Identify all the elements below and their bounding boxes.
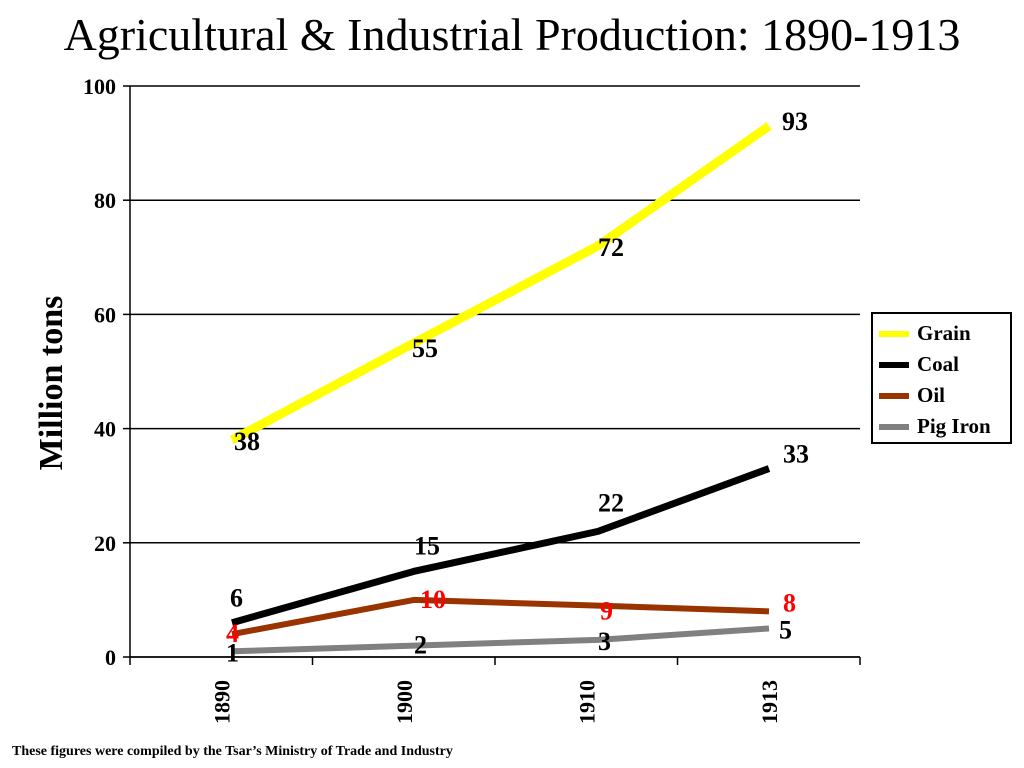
legend-item: Oil — [879, 380, 1004, 411]
data-label-pig-iron: 3 — [598, 627, 611, 656]
series-line-grain — [229, 122, 772, 444]
y-tick-label: 0 — [105, 645, 116, 670]
data-label-coal: 15 — [414, 531, 440, 560]
series-line-pig-iron — [231, 625, 770, 655]
x-tick-label: 1910 — [574, 680, 599, 724]
data-label-oil: 4 — [226, 619, 239, 648]
x-tick-label: 1900 — [392, 680, 417, 724]
data-label-grain: 38 — [234, 427, 260, 456]
y-axis-label: Million tons — [33, 296, 70, 471]
data-label-coal: 22 — [598, 488, 624, 517]
footnote: These figures were compiled by the Tsar’… — [12, 744, 453, 759]
data-label-oil: 9 — [600, 597, 613, 626]
series-line-oil — [231, 596, 770, 638]
data-label-pig-iron: 2 — [414, 631, 427, 660]
series-line-coal — [231, 465, 771, 627]
legend-label: Grain — [917, 321, 971, 345]
data-label-grain: 93 — [782, 107, 808, 136]
y-tick-label: 20 — [94, 531, 116, 556]
y-tick-label: 80 — [94, 188, 116, 213]
data-labels: 38 55 72 93 6 15 22 33 4 10 9 8 1 2 3 5 — [226, 107, 809, 667]
data-label-grain: 55 — [412, 334, 438, 363]
y-tick-label: 40 — [94, 417, 116, 442]
y-tick-label: 100 — [83, 74, 116, 99]
series-lines — [229, 122, 772, 655]
data-label-pig-iron: 5 — [779, 615, 792, 644]
data-label-pig-iron: 1 — [226, 638, 239, 667]
legend: Grain Coal Oil Pig Iron — [871, 312, 1012, 444]
legend-label: Pig Iron — [917, 414, 991, 438]
x-tick-label: 1890 — [209, 680, 234, 724]
gridlines — [130, 85, 860, 658]
legend-swatch — [879, 361, 909, 368]
data-label-oil: 10 — [420, 585, 446, 614]
data-label-coal: 6 — [230, 584, 243, 613]
data-label-coal: 33 — [783, 440, 809, 469]
legend-label: Oil — [917, 383, 946, 407]
data-label-oil: 8 — [783, 588, 796, 617]
legend-swatch — [879, 423, 909, 430]
legend-label: Coal — [917, 352, 959, 376]
legend-swatch — [879, 330, 909, 337]
legend-swatch — [879, 392, 909, 399]
legend-item: Coal — [879, 349, 1004, 380]
y-tick-label: 60 — [94, 302, 116, 327]
x-tick-label: 1913 — [757, 680, 782, 724]
page-title: Agricultural & Industrial Production: 18… — [63, 9, 961, 60]
data-label-grain: 72 — [598, 233, 624, 262]
legend-item: Pig Iron — [879, 411, 1004, 442]
legend-item: Grain — [879, 318, 1004, 349]
